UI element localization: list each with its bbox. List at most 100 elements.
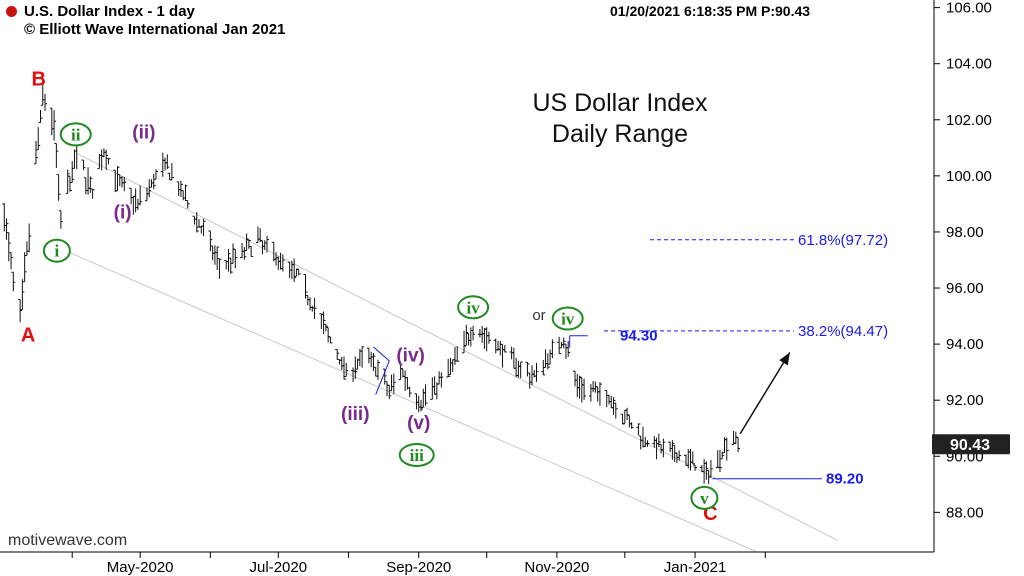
price-bar (566, 341, 571, 357)
price-bar (38, 109, 43, 124)
price-bar (49, 107, 54, 136)
price-bar (246, 239, 251, 249)
price-bar (18, 298, 23, 323)
wave-label-text: A (21, 325, 35, 347)
price-bar (604, 390, 609, 408)
price-bar (183, 184, 188, 202)
price-bar (271, 241, 276, 262)
price-bar (720, 451, 725, 460)
price-bar (167, 172, 172, 181)
price-bar (6, 232, 11, 262)
price-bar (192, 215, 197, 225)
price-bar (312, 297, 317, 320)
price-bar (575, 373, 580, 398)
price-bar (240, 242, 245, 258)
price-bar (525, 361, 530, 377)
price-bar (629, 422, 634, 429)
watermark: motivewave.com (8, 532, 128, 549)
price-bar (52, 110, 57, 141)
x-tick-label: Nov-2020 (524, 559, 589, 576)
last-price-label: 90.43 (950, 437, 990, 454)
price-bar (360, 346, 365, 368)
price-bar (550, 339, 555, 359)
price-bar (83, 177, 88, 195)
projection-arrow-head (779, 352, 790, 366)
price-bar (339, 356, 344, 370)
price-bar (165, 154, 170, 170)
price-bar (414, 393, 419, 410)
price-bar (595, 386, 600, 402)
price-bar (582, 378, 587, 400)
price-bar (353, 356, 358, 379)
price-bar (185, 200, 190, 209)
price-bar (493, 338, 498, 354)
price-bar (231, 243, 236, 264)
price-bar (545, 353, 550, 370)
price-bar (534, 362, 539, 382)
price-bar (625, 407, 630, 420)
channel-line (60, 248, 757, 553)
wave-label: A (21, 325, 35, 347)
price-bar (502, 345, 507, 353)
y-tick-label: 94.00 (946, 336, 984, 353)
price-bar (577, 375, 582, 399)
price-bar (588, 384, 593, 402)
price-bar (292, 258, 297, 283)
price-bar (217, 258, 222, 279)
price-bar (58, 210, 63, 229)
price-bar (323, 323, 328, 332)
price-bar (387, 384, 392, 400)
price-bar (690, 451, 695, 465)
wave-label-text: (iv) (396, 345, 425, 366)
price-bar (511, 347, 516, 369)
price-bar (717, 449, 722, 473)
price-bar (43, 93, 48, 112)
price-bar (135, 198, 140, 211)
price-bar (611, 397, 616, 415)
wave-label-text: ii (71, 125, 81, 144)
price-bar (255, 226, 260, 244)
price-bar (668, 441, 673, 453)
price-bar (97, 153, 102, 170)
price-bar (131, 195, 136, 215)
price-bar (20, 279, 25, 311)
y-tick-label: 102.00 (946, 112, 992, 129)
price-bar (296, 268, 301, 276)
fib-level-label: 38.2%(94.47) (798, 323, 888, 340)
price-bar (181, 190, 186, 201)
price-bar (178, 180, 183, 198)
y-tick-label: 96.00 (946, 280, 984, 297)
wave-label: (ii) (132, 123, 155, 144)
price-bar (688, 449, 693, 471)
price-bar (369, 351, 374, 368)
price-bar (22, 252, 27, 283)
price-bar (591, 381, 596, 393)
price-bar (160, 152, 165, 177)
price-bar (529, 365, 534, 386)
price-bar (321, 311, 326, 335)
price-bar (101, 148, 106, 158)
price-bar (2, 203, 7, 232)
wave-label-text: (iii) (341, 404, 370, 425)
price-bar (391, 373, 396, 395)
price-bar (199, 225, 204, 234)
channel-layer (60, 152, 838, 553)
price-bar (548, 349, 553, 365)
price-bar (484, 327, 489, 352)
wave-label: i (42, 238, 71, 263)
price-bar (276, 256, 281, 270)
wave-label-circle (398, 442, 435, 467)
price-bar (597, 382, 602, 406)
price-bar (194, 212, 199, 233)
price-bar (659, 443, 664, 454)
price-bar (482, 327, 487, 349)
price-bar (303, 273, 308, 299)
price-bar (24, 241, 29, 256)
wave-label-circle (59, 122, 92, 147)
wave-label-text: v (700, 489, 709, 508)
price-bar (208, 230, 213, 252)
price-bar (448, 357, 453, 376)
wave-label-text: B (32, 69, 46, 91)
price-bar (656, 433, 661, 448)
